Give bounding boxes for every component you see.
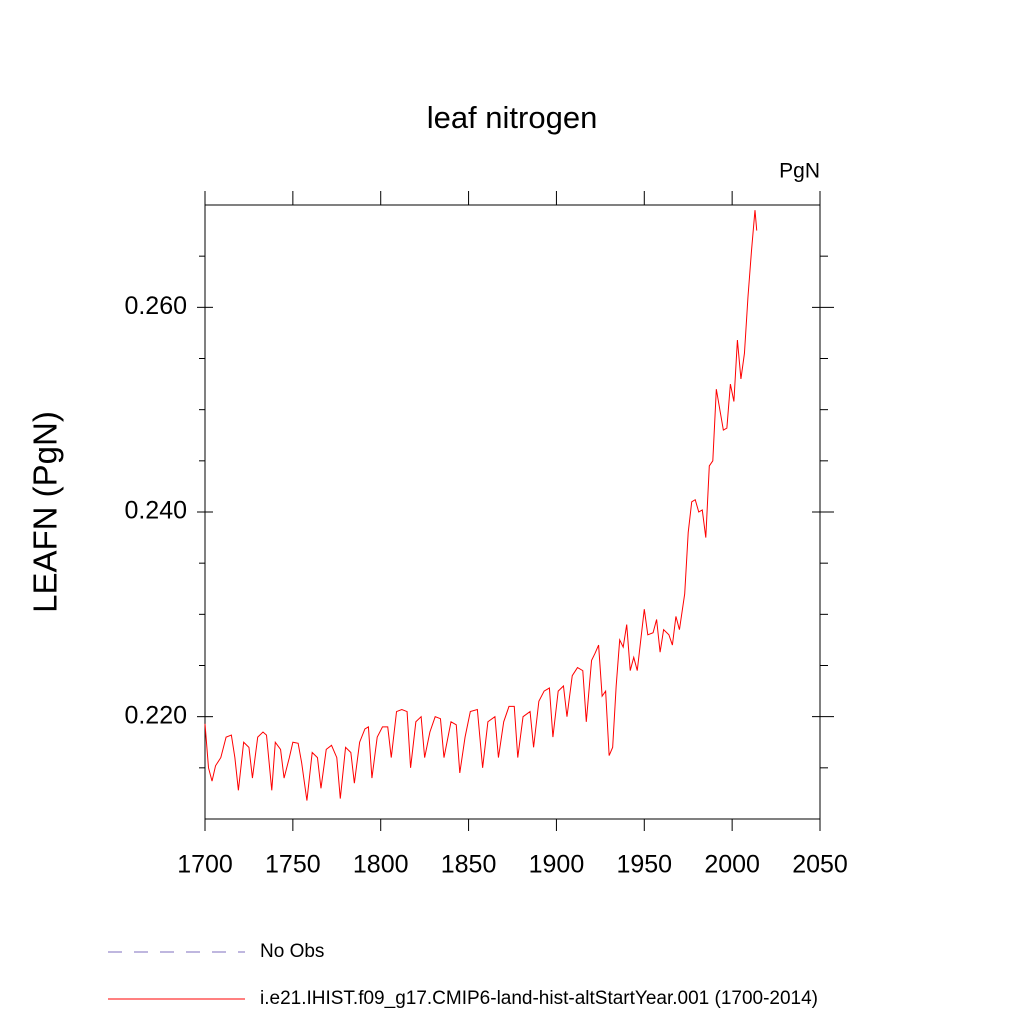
x-tick-label: 1700	[177, 851, 233, 879]
y-tick-label: 0.260	[124, 292, 187, 320]
x-tick-label: 1750	[265, 851, 321, 879]
x-tick-label: 1850	[441, 851, 497, 879]
chart-title: leaf nitrogen	[427, 100, 598, 135]
units-label: PgN	[779, 160, 820, 183]
data-line	[204, 210, 758, 801]
legend-label: No Obs	[260, 941, 324, 962]
legend-label: i.e21.IHIST.f09_g17.CMIP6-land-hist-altS…	[260, 988, 818, 1009]
y-axis-label: LEAFN (PgN)	[27, 411, 64, 613]
y-tick-label: 0.240	[124, 497, 187, 525]
x-tick-label: 2050	[792, 851, 848, 879]
x-tick-label: 2000	[704, 851, 760, 879]
x-tick-label: 1900	[529, 851, 585, 879]
y-tick-label: 0.220	[124, 701, 187, 729]
x-tick-label: 1800	[353, 851, 409, 879]
x-tick-label: 1950	[616, 851, 672, 879]
